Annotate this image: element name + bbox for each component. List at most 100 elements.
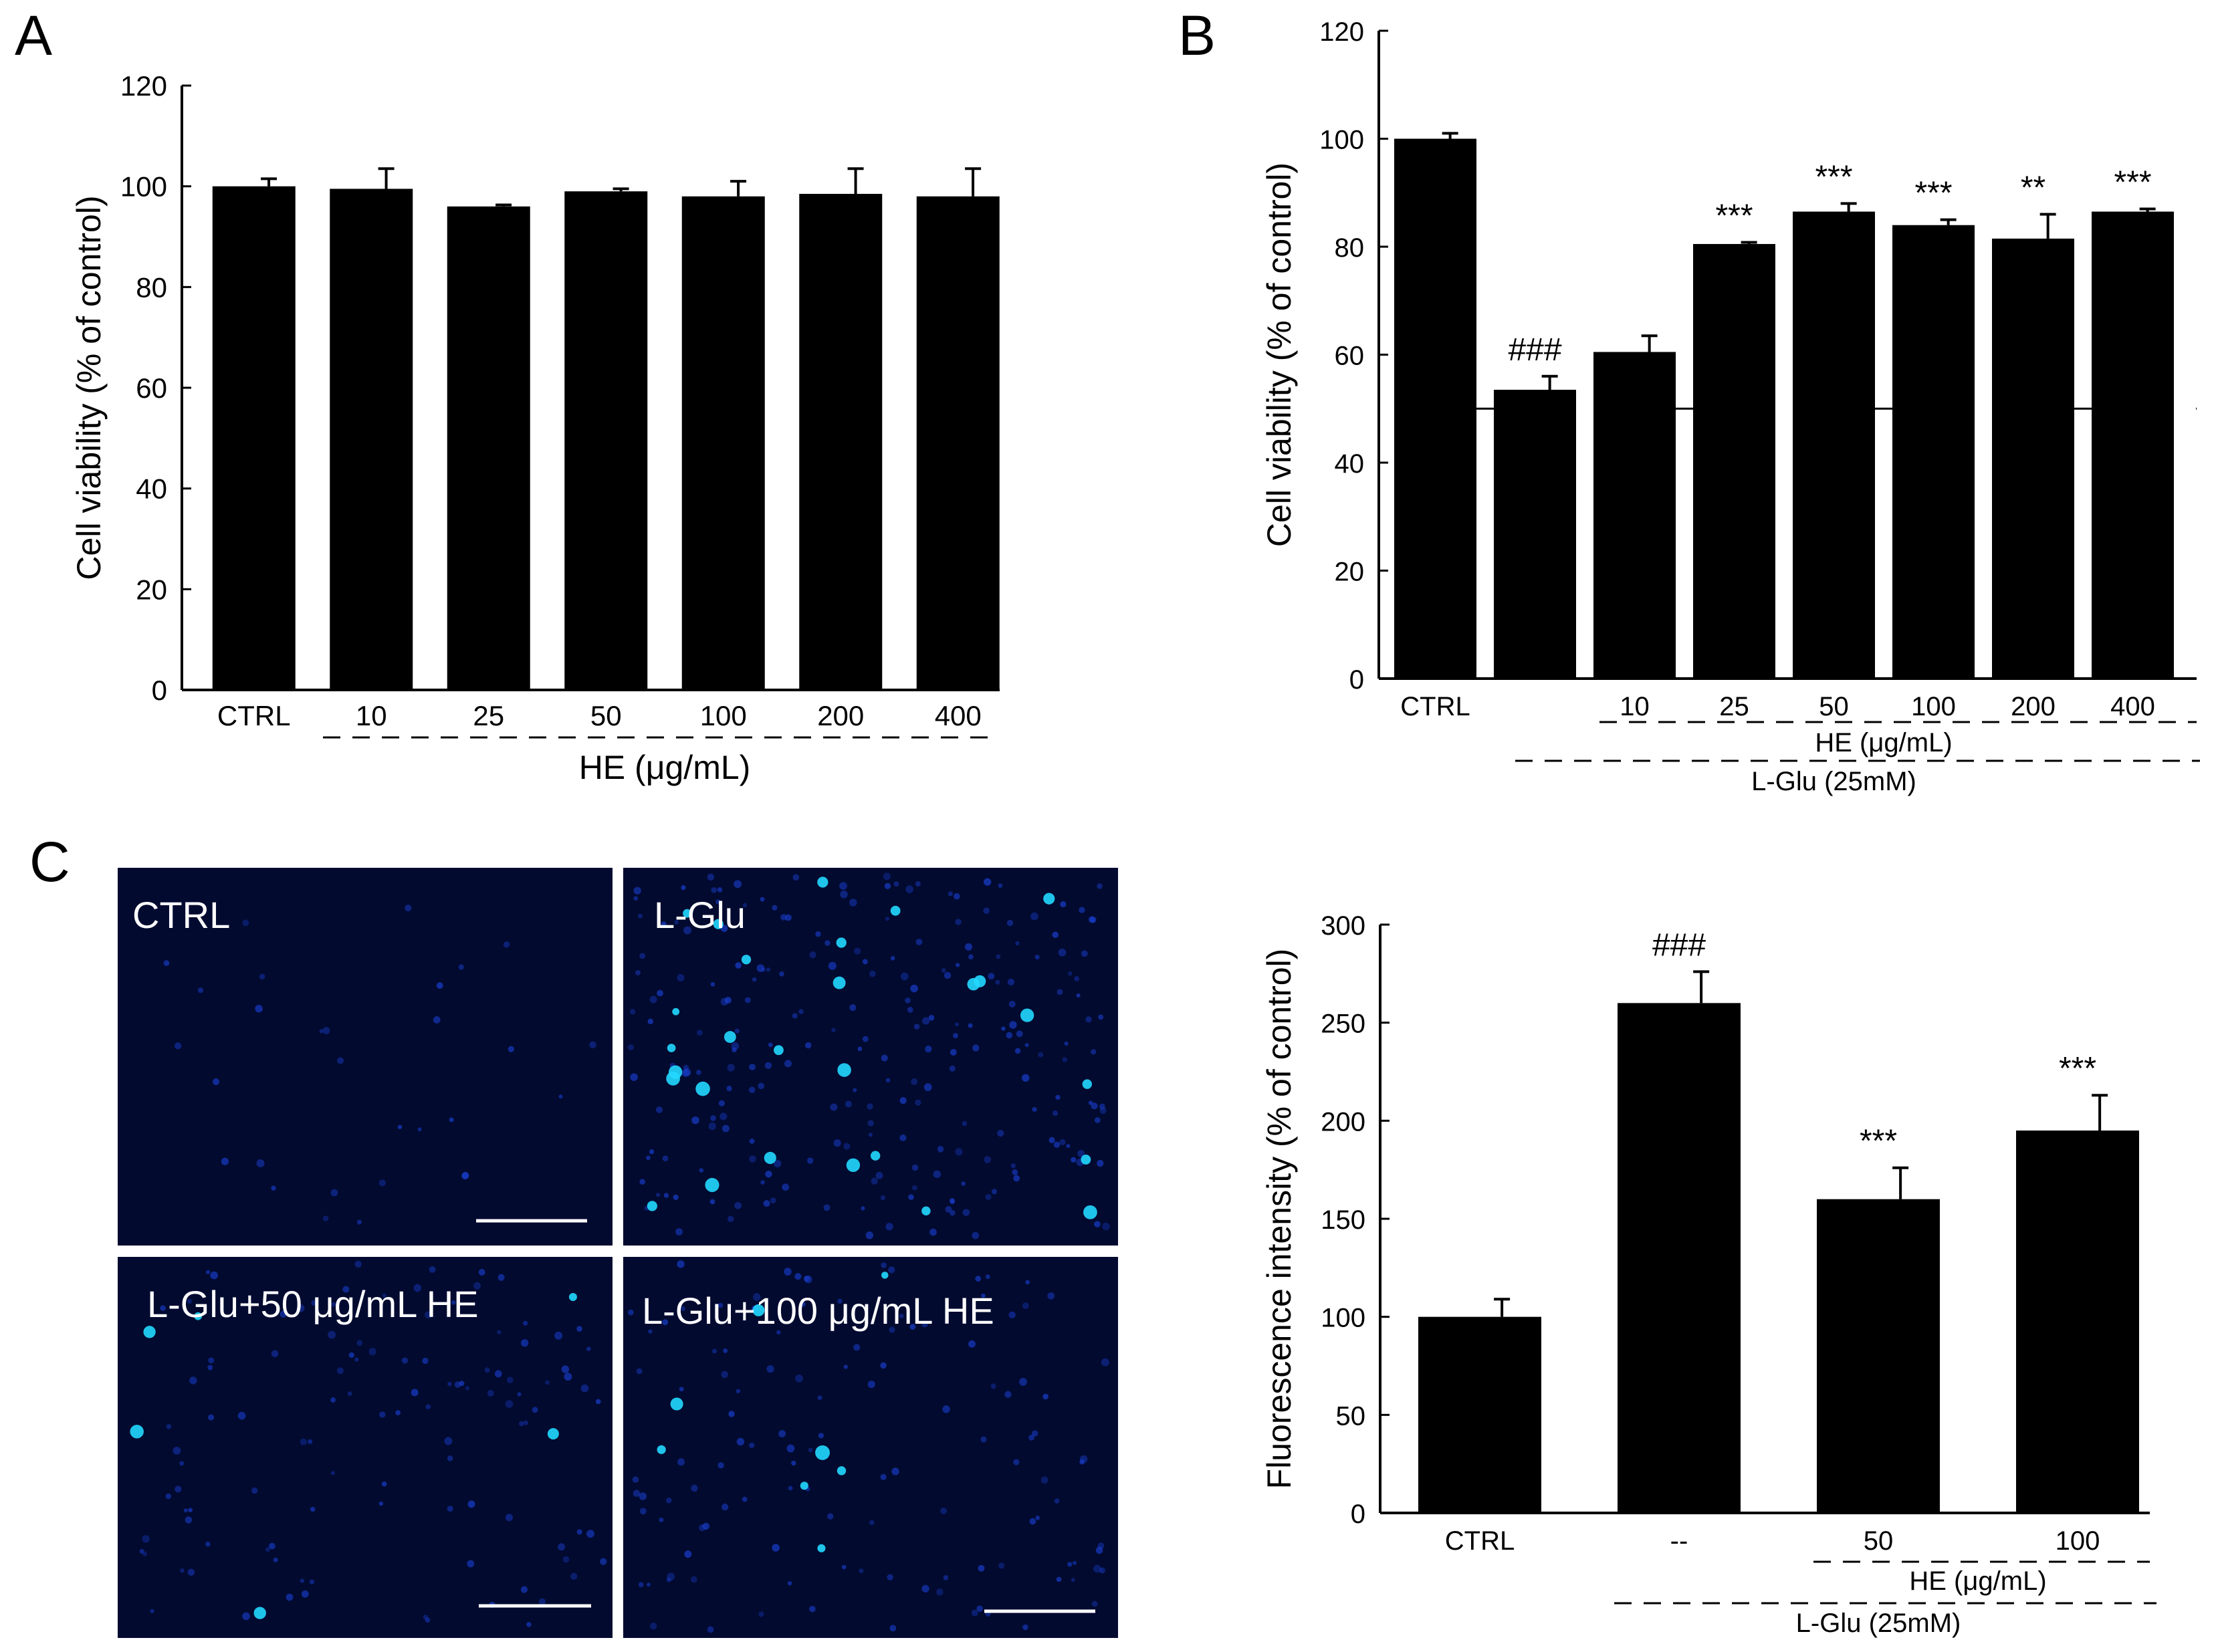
nucleus bbox=[348, 1352, 354, 1358]
nucleus bbox=[663, 1193, 669, 1198]
nucleus bbox=[1025, 1280, 1030, 1285]
nucleus bbox=[950, 1209, 956, 1216]
nucleus bbox=[962, 1120, 968, 1127]
nucleus bbox=[175, 1486, 182, 1493]
x-tick-label: 200 bbox=[817, 700, 864, 731]
nucleus bbox=[505, 1514, 514, 1522]
nucleus bbox=[187, 1298, 193, 1304]
nucleus bbox=[269, 1542, 275, 1550]
nucleus bbox=[1064, 1041, 1069, 1046]
nucleus bbox=[1079, 1459, 1085, 1465]
nucleus bbox=[875, 1171, 883, 1179]
nucleus bbox=[1099, 1103, 1105, 1110]
bright-nucleus bbox=[683, 909, 692, 918]
nucleus bbox=[517, 1392, 522, 1397]
significance-marker: *** bbox=[1860, 1124, 1897, 1159]
nucleus bbox=[752, 977, 757, 982]
y-tick-label: 250 bbox=[1321, 1010, 1365, 1039]
nucleus bbox=[1058, 948, 1067, 957]
nucleus bbox=[632, 1476, 639, 1483]
nucleus bbox=[570, 1572, 578, 1580]
nucleus bbox=[646, 1582, 651, 1587]
nucleus bbox=[893, 881, 899, 887]
nucleus bbox=[779, 971, 784, 977]
nucleus bbox=[1019, 1377, 1027, 1386]
y-tick-label: 60 bbox=[1335, 342, 1365, 371]
y-tick-label: 150 bbox=[1321, 1205, 1365, 1235]
nucleus bbox=[788, 1486, 793, 1491]
nucleus bbox=[1101, 1358, 1109, 1367]
nucleus bbox=[727, 1064, 735, 1072]
nucleus bbox=[497, 1274, 505, 1281]
nucleus bbox=[564, 1373, 572, 1381]
nucleus bbox=[941, 967, 946, 973]
nucleus bbox=[1022, 1302, 1029, 1309]
nucleus bbox=[710, 1115, 716, 1121]
nucleus bbox=[319, 1029, 324, 1034]
group-label: L-Glu (25mM) bbox=[1751, 767, 1916, 796]
nucleus bbox=[520, 1339, 529, 1347]
nucleus bbox=[708, 1122, 716, 1131]
nucleus bbox=[915, 1099, 921, 1106]
nucleus bbox=[868, 1133, 873, 1137]
nucleus bbox=[839, 882, 847, 890]
y-tick-label: 200 bbox=[1321, 1107, 1365, 1137]
nucleus bbox=[1060, 901, 1067, 908]
nucleus bbox=[259, 973, 265, 980]
nucleus bbox=[772, 1544, 780, 1552]
nucleus bbox=[1028, 1434, 1034, 1441]
nucleus bbox=[972, 1231, 980, 1240]
nucleus bbox=[843, 1143, 851, 1150]
nucleus bbox=[978, 1564, 985, 1572]
x-tick-label: CTRL bbox=[1445, 1526, 1515, 1556]
nucleus bbox=[484, 1367, 490, 1373]
micrograph-image bbox=[623, 1257, 1118, 1638]
significance-marker: ** bbox=[2021, 170, 2045, 206]
nucleus bbox=[677, 973, 685, 982]
nucleus bbox=[308, 1439, 313, 1444]
nucleus bbox=[478, 1269, 485, 1276]
nucleus bbox=[766, 1365, 774, 1373]
nucleus bbox=[734, 1028, 740, 1034]
nucleus bbox=[523, 1420, 529, 1425]
nucleus bbox=[347, 1391, 352, 1397]
nucleus bbox=[163, 960, 170, 966]
bright-nucleus bbox=[666, 1071, 681, 1086]
nucleus bbox=[639, 1508, 647, 1515]
nucleus bbox=[649, 995, 657, 1004]
bar bbox=[1817, 1199, 1940, 1513]
nucleus bbox=[943, 1574, 949, 1580]
y-tick-label: 0 bbox=[1351, 1500, 1365, 1529]
nucleus bbox=[885, 1223, 893, 1231]
nucleus bbox=[586, 1346, 591, 1351]
nucleus bbox=[996, 954, 1001, 959]
micrograph-label: L-Glu+50 μg/mL HE bbox=[147, 1283, 479, 1325]
y-axis-label: Cell viability (% of control) bbox=[1260, 162, 1298, 547]
nucleus bbox=[1038, 1052, 1044, 1058]
nucleus bbox=[1097, 1159, 1104, 1167]
nucleus bbox=[744, 997, 751, 1004]
nucleus bbox=[833, 1139, 841, 1147]
nucleus bbox=[675, 1228, 683, 1235]
nucleus bbox=[984, 1156, 992, 1163]
nucleus bbox=[758, 1082, 765, 1090]
nucleus bbox=[991, 1189, 998, 1195]
micrograph-label: L-Glu+100 μg/mL HE bbox=[642, 1290, 994, 1332]
nucleus bbox=[337, 1057, 344, 1064]
nucleus bbox=[354, 1357, 359, 1362]
nucleus bbox=[271, 1350, 279, 1358]
nucleus bbox=[1085, 1016, 1092, 1023]
nucleus bbox=[336, 1367, 344, 1375]
nucleus bbox=[1067, 971, 1073, 976]
bright-nucleus bbox=[836, 937, 847, 948]
bar bbox=[2092, 211, 2174, 679]
nucleus bbox=[494, 1370, 502, 1378]
nucleus bbox=[709, 1199, 715, 1205]
nucleus bbox=[378, 1501, 384, 1506]
nucleus bbox=[899, 1097, 907, 1104]
nucleus bbox=[433, 1016, 441, 1024]
significance-marker: *** bbox=[1815, 159, 1852, 195]
nucleus bbox=[907, 1007, 913, 1013]
nucleus bbox=[691, 1484, 698, 1492]
nucleus bbox=[646, 1155, 651, 1161]
